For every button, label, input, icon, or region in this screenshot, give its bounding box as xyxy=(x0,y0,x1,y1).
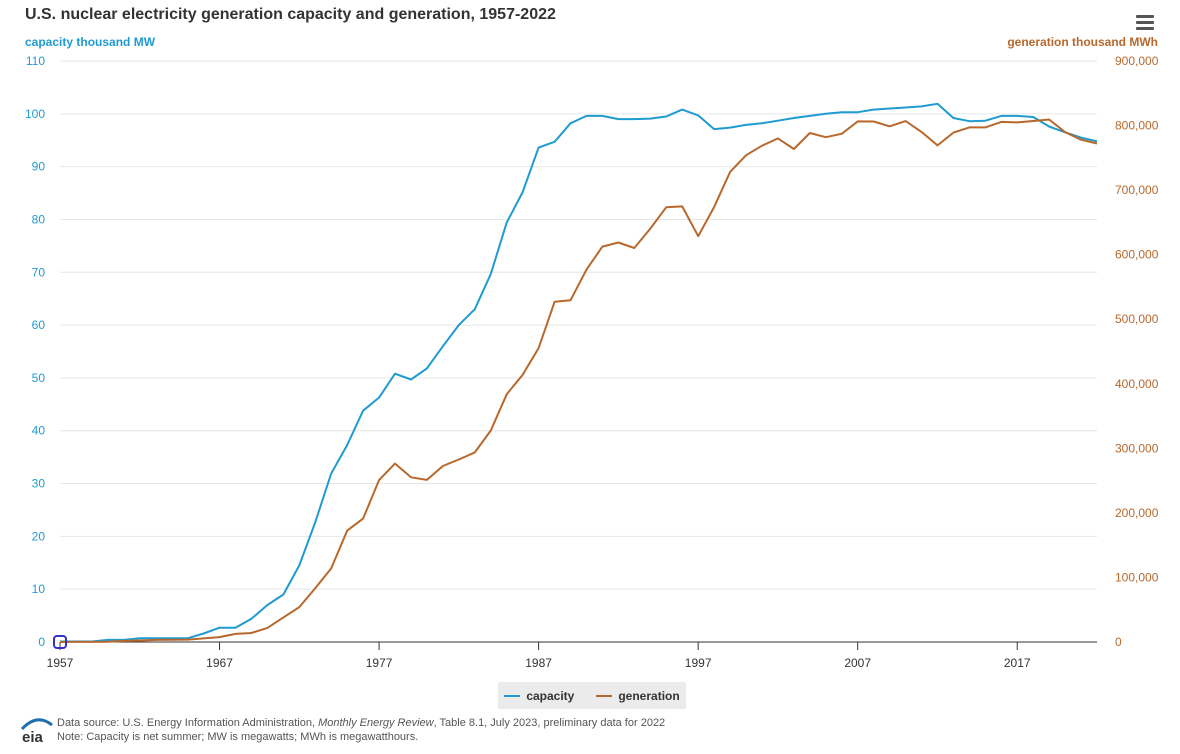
left-tick-label: 80 xyxy=(32,212,46,226)
data-source-line: Data source: U.S. Energy Information Adm… xyxy=(57,717,666,729)
x-tick-label: 2007 xyxy=(844,656,871,670)
x-tick-label: 1997 xyxy=(685,656,712,670)
chart-title: U.S. nuclear electricity generation capa… xyxy=(25,6,556,23)
series-line-capacity xyxy=(60,102,1098,643)
left-tick-label: 20 xyxy=(32,529,46,543)
hamburger-menu-icon[interactable] xyxy=(1132,12,1158,34)
right-tick-label: 0 xyxy=(1115,635,1122,649)
x-tick-label: 1957 xyxy=(47,656,74,670)
left-tick-label: 70 xyxy=(32,265,46,279)
left-tick-label: 90 xyxy=(32,160,46,174)
left-tick-label: 50 xyxy=(32,371,46,385)
right-axis-title: generation thousand MWh xyxy=(1007,35,1158,49)
legend-item-generation[interactable]: generation xyxy=(596,688,680,703)
right-tick-label: 700,000 xyxy=(1115,183,1159,197)
left-tick-label: 60 xyxy=(32,318,46,332)
right-tick-label: 900,000 xyxy=(1115,54,1159,68)
x-tick-label: 1987 xyxy=(525,656,552,670)
right-tick-label: 800,000 xyxy=(1115,119,1159,133)
legend-label-generation: generation xyxy=(618,688,680,703)
x-tick-label: 1977 xyxy=(366,656,393,670)
left-tick-label: 30 xyxy=(32,477,46,491)
chart-legend: capacity generation xyxy=(498,682,686,709)
right-tick-label: 600,000 xyxy=(1115,248,1159,262)
generation-swatch xyxy=(596,694,613,697)
footer-notes: Data source: U.S. Energy Information Adm… xyxy=(57,716,665,744)
left-tick-label: 100 xyxy=(25,107,45,121)
chart-plot: 0 10 20 30 40 50 60 70 80 90 100 110 0 100,000 200,000… xyxy=(25,54,1159,670)
eia-logo: eia xyxy=(20,718,53,745)
right-tick-label: 500,000 xyxy=(1115,312,1159,326)
right-tick-label: 400,000 xyxy=(1115,377,1159,391)
legend-item-capacity[interactable]: capacity xyxy=(504,689,574,703)
left-axis-title: capacity thousand MW xyxy=(25,35,156,49)
left-tick-label: 10 xyxy=(32,582,46,596)
right-tick-label: 300,000 xyxy=(1115,441,1159,455)
left-tick-label: 0 xyxy=(38,635,45,649)
focus-marker[interactable] xyxy=(53,635,67,649)
note-line: Note: Capacity is net summer; MW is mega… xyxy=(57,731,419,743)
capacity-swatch xyxy=(504,694,521,697)
series-line-generation xyxy=(59,118,1098,643)
left-tick-label: 110 xyxy=(26,54,45,68)
right-tick-label: 200,000 xyxy=(1115,506,1159,520)
svg-text:eia: eia xyxy=(22,729,44,745)
right-tick-label: 100,000 xyxy=(1115,570,1159,584)
x-tick-label: 2017 xyxy=(1004,656,1031,670)
x-tick-label: 1967 xyxy=(206,656,233,670)
legend-label-capacity: capacity xyxy=(526,688,575,703)
left-tick-label: 40 xyxy=(32,424,46,438)
